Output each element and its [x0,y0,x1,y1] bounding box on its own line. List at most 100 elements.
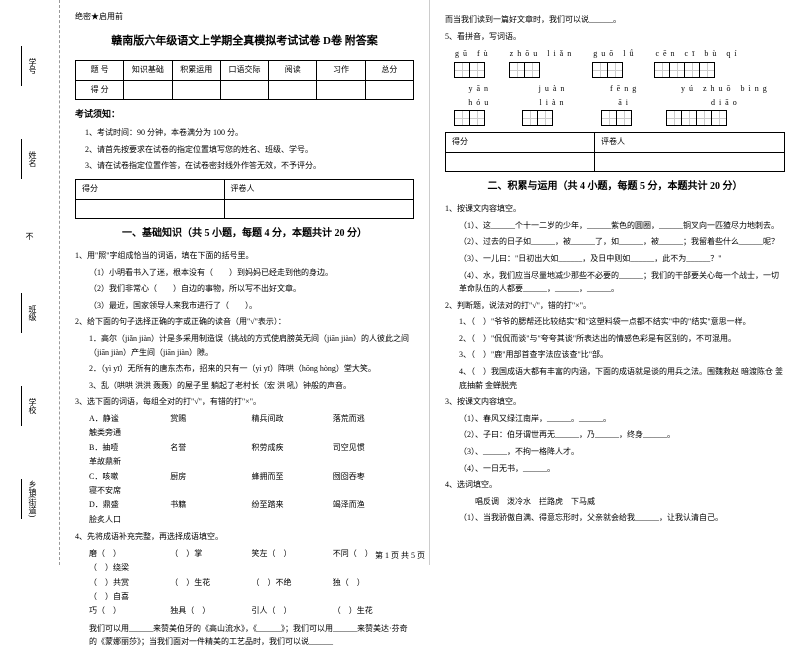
label-fold: 不 [24,232,35,240]
char-box[interactable] [699,62,715,78]
char-box[interactable] [607,62,623,78]
pinyin-block: gū fù [455,47,492,77]
score-col: 知识基础 [124,61,172,80]
char-grid[interactable] [593,62,637,78]
s2q4a: 唱反调 泼冷水 拦路虎 下马威 [445,495,785,509]
char-box[interactable] [592,62,608,78]
s2q2: 2、判断题，说法对的打"√"，错的打"×"。 [445,299,785,313]
char-grid[interactable] [602,110,649,126]
char-box[interactable] [522,110,538,126]
char-box[interactable] [711,110,727,126]
pinyin-block: guō lǘ [593,47,637,77]
s2q2c: 3、（ ）"鹿"用部首查字法应该查"比"部。 [445,348,785,362]
label-xingming: 姓名 [27,151,38,167]
label-xiangzhen: 乡镇(街道) [27,480,38,517]
q1b: （2）我们非常心（ ）自边的事物，所以写不出好文章。 [75,282,414,296]
q2c: 3、乱（哄哄 洪洪 轰轰）的屋子里 躺起了老村长（宏 洪 吼）钟般的声音。 [75,379,414,393]
s2q1d: （4）、水，我们应当尽量地减少那些不必要的______；我们的干部要关心每一个战… [445,269,785,296]
s2q3b: （2）、子曰：伯牙谓世再无______，乃______，终身______。 [445,428,785,442]
right-column: 而当我们读到一篇好文章时，我们可以说______。 5、看拼音，写词语。 gū … [430,0,800,565]
q2: 2、给下面的句子选择正确的字或正确的读音（用"√"表示）： [75,315,414,329]
q3-row-b: B．抽噎名誉积劳成疾司空见惯革故鼎新 [75,441,414,470]
pinyin-text: zhōu liǎn [510,47,576,61]
char-box[interactable] [454,110,470,126]
q3-row-c: C．咳嗽厨房蜂拥而至囫囵吞枣寝不安席 [75,470,414,499]
label-xuexiao: 学校 [27,398,38,414]
pinyin-block: cēn cī bù qí [655,47,740,77]
char-grid[interactable] [455,110,505,126]
q1a: （1）小明看书入了迷，根本没有（ ）到妈妈已经走到他的身边。 [75,266,414,280]
s2q4: 4、选词填空。 [445,478,785,492]
char-box[interactable] [537,110,553,126]
eval-score: 得分 [76,180,225,199]
char-box[interactable] [469,110,485,126]
q3-row-d: D．鼎盛书籍纷至踏来竭泽而渔脍炙人口 [75,498,414,527]
binding-margin: 学号 姓名 不 班级 学校 乡镇(街道) [0,0,60,565]
char-grid[interactable] [667,110,785,126]
q5-pinyin: 5、看拼音，写词语。 [445,30,785,44]
char-box[interactable] [509,62,525,78]
q4-row2: （ ）共赏（ ）生花（ ）不绝独（ ）（ ）自喜 [75,576,414,605]
score-col: 习作 [317,61,365,80]
secret-label: 绝密★启用前 [75,10,414,24]
char-grid[interactable] [655,62,740,78]
score-col: 总分 [365,61,413,80]
exam-title: 赣南版六年级语文上学期全真模拟考试试卷 D卷 附答案 [75,32,414,52]
s2q2a: 1、（ ）"爷爷的腮帮还比较结实"和"这塑料袋一点都不结实"中的"结实"意思一样… [445,315,785,329]
s2q3: 3、按课文内容填空。 [445,395,785,409]
q4-row3: 巧（ ）独具（ ）引人（ ）（ ）生花 [75,604,414,618]
pinyin-text: juàn liàn [523,82,583,111]
char-grid[interactable] [523,110,583,126]
char-box[interactable] [696,110,712,126]
q2b: 2．（yì yī）无所有的唐东杰布，招来的只有一（yì yī）阵哄（hōng h… [75,362,414,376]
char-box[interactable] [684,62,700,78]
pinyin-row2: yān hóu juàn liàn fēng āi yú zhuō bìng diāo [445,82,785,127]
section1-title: 一、基础知识（共 5 小题，每题 4 分，本题共计 20 分） [75,225,414,243]
char-grid[interactable] [455,62,492,78]
char-box[interactable] [616,110,632,126]
label-banji: 班级 [27,305,38,321]
pinyin-text: guō lǘ [593,47,637,61]
s2q1a: （1）、这______个十一二岁的少年，______紫色的圆圈，______铜叉… [445,219,785,233]
left-column: 绝密★启用前 赣南版六年级语文上学期全真模拟考试试卷 D卷 附答案 题 号 知识… [60,0,430,565]
score-col: 口语交际 [220,61,268,80]
score-table: 题 号 知识基础 积累运用 口语交际 阅读 习作 总分 得 分 [75,60,414,100]
char-box[interactable] [469,62,485,78]
page-footer: 第 1 页 共 5 页 [0,550,800,561]
pinyin-block: zhōu liǎn [510,47,576,77]
notice-list: 1、考试时间：90 分钟，本卷满分为 100 分。 2、请首先按要求在试卷的指定… [75,126,414,173]
q1: 1、用"照"字组成恰当的词语，填在下面的括号里。 [75,249,414,263]
pinyin-row1: gū fù zhōu liǎn guō lǘ cēn cī bù qí [445,47,785,77]
pinyin-block: juàn liàn [523,82,583,127]
cont-line: 而当我们读到一篇好文章时，我们可以说______。 [445,13,785,27]
s2q2b: 2、（ ）"侃侃而谈"与"夸夸其谈"所表达出的情感色彩是有区别的，不可混用。 [445,332,785,346]
char-box[interactable] [454,62,470,78]
pinyin-text: yú zhuō bìng diāo [667,82,785,111]
eval-table: 得分评卷人 [75,179,414,219]
s2q1b: （2）、过去的日子如______，被______了，如______，被_____… [445,235,785,249]
q4: 4、先将成语补充完整，再选择成语填空。 [75,530,414,544]
notice-item: 1、考试时间：90 分钟，本卷满分为 100 分。 [75,126,414,140]
q5-text: 我们可以用______来赞美伯牙的《高山流水》，《______》；我们可以用__… [75,622,414,649]
eval-grader: 评卷人 [224,180,414,199]
q3: 3、选下面的词语，每组全对的打"√"，有错的打"×"。 [75,395,414,409]
char-grid[interactable] [510,62,576,78]
q1c: （3）最近，国家领导人来我市进行了（ ）。 [75,299,414,313]
notice-item: 2、请首先按要求在试卷的指定位置填写您的姓名、班级、学号。 [75,143,414,157]
pinyin-text: cēn cī bù qí [655,47,740,61]
char-box[interactable] [654,62,670,78]
notice-item: 3、请在试卷指定位置作答，在试卷密封线外作答无效，不予评分。 [75,159,414,173]
content-columns: 绝密★启用前 赣南版六年级语文上学期全真模拟考试试卷 D卷 附答案 题 号 知识… [60,0,800,565]
pinyin-block: fēng āi [602,82,649,127]
eval-table2: 得分评卷人 [445,132,785,172]
section2-title: 二、积累与运用（共 4 小题，每题 5 分，本题共计 20 分） [445,178,785,196]
char-box[interactable] [601,110,617,126]
char-box[interactable] [524,62,540,78]
char-box[interactable] [681,110,697,126]
char-box[interactable] [666,110,682,126]
score-col: 积累运用 [172,61,220,80]
pinyin-text: yān hóu [455,82,505,111]
s2q3a: （1）、春风又绿江南岸，______。______。 [445,412,785,426]
s2q3c: （3）、______，不拘一格降人才。 [445,445,785,459]
char-box[interactable] [669,62,685,78]
